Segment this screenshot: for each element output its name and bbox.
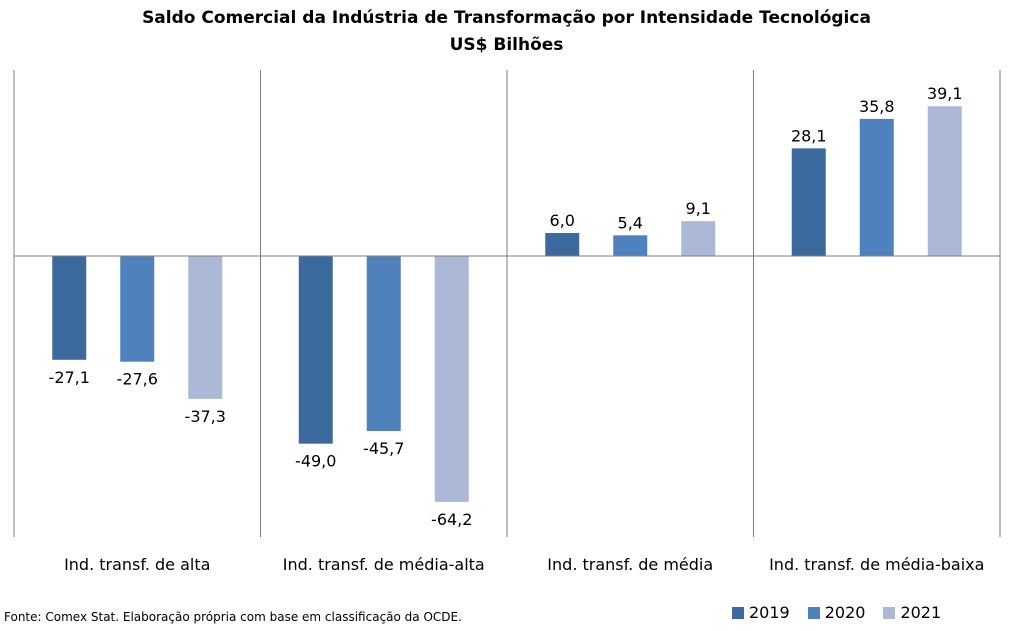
data-label: 35,8 [859,97,895,116]
data-label: 39,1 [927,84,963,103]
bar [434,256,469,502]
legend-swatch-2021 [883,606,896,619]
legend-label-2021: 2021 [900,603,942,622]
legend-swatch-2019 [732,606,744,619]
data-label: 9,1 [686,199,711,218]
category-label: Ind. transf. de média-alta [283,555,485,574]
bar [52,256,87,360]
bar [120,256,155,362]
bar [613,235,648,256]
category-label: Ind. transf. de média-baixa [769,555,984,574]
chart-title: Saldo Comercial da Indústria de Transfor… [142,8,871,28]
data-label: 6,0 [550,211,575,230]
source-note: Fonte: Comex Stat. Elaboração própria co… [4,610,462,624]
bar [366,256,401,432]
bar [188,256,223,399]
legend-item-2021: 2021 [883,603,941,622]
bar [791,148,826,256]
legend-item-2020: 2020 [807,603,866,622]
data-label: -45,7 [363,439,404,458]
data-label: -49,0 [295,452,336,471]
legend-item-2019: 2019 [732,603,790,622]
bar [545,233,580,256]
bar [298,256,333,444]
category-label: Ind. transf. de alta [64,555,210,574]
legend-swatch-2020 [807,606,820,619]
legend-label-2020: 2020 [824,603,866,622]
data-label: -64,2 [431,510,472,529]
data-label: -27,6 [117,370,158,389]
data-label: 5,4 [618,213,643,232]
legend-label-2019: 2019 [749,603,790,622]
category-label: Ind. transf. de média [547,555,713,574]
chart-subtitle: US$ Bilhões [449,35,564,55]
data-label: 28,1 [791,126,827,145]
bar [927,106,962,256]
data-label: -37,3 [185,407,226,426]
legend: 2019 2020 2021 [732,603,941,622]
bar [681,221,716,256]
data-label: -27,1 [49,368,90,387]
bar [859,118,894,256]
